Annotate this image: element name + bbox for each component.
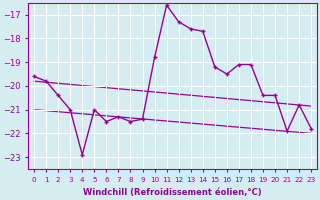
X-axis label: Windchill (Refroidissement éolien,°C): Windchill (Refroidissement éolien,°C)	[83, 188, 262, 197]
